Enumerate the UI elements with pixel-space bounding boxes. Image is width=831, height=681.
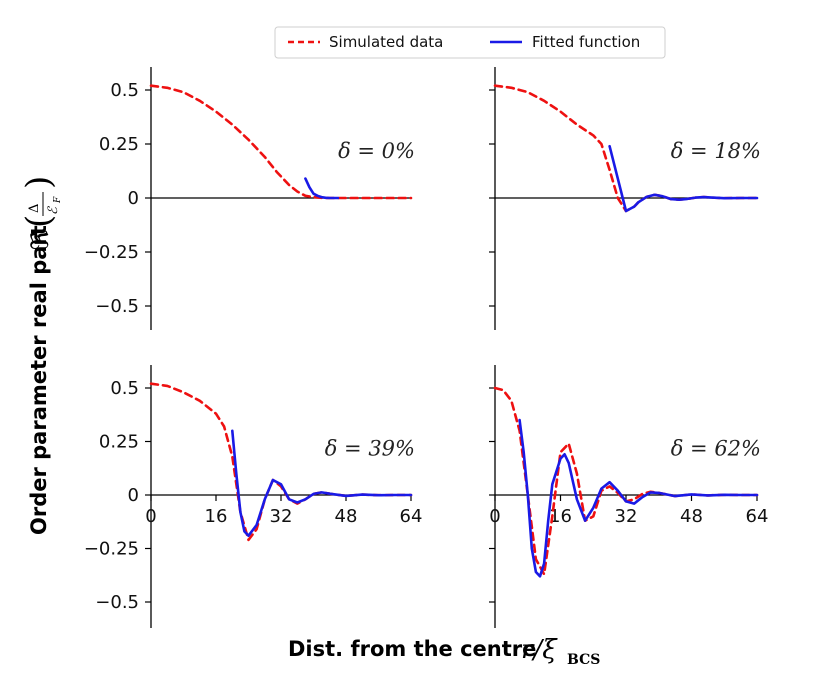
x-tick-label: 32 — [615, 506, 638, 527]
y-tick-label: −0.5 — [95, 592, 139, 613]
y-axis-frac-denominator: ℰ — [46, 206, 61, 215]
legend: Simulated data Fitted function — [274, 26, 666, 59]
y-axis-label: Order parameter real part ℜ ( Δ ℰ F ) — [19, 176, 63, 535]
y-axis-label-text: Order parameter real part — [27, 225, 51, 535]
fitted-function-line — [231, 429, 413, 537]
x-axis-label-subscript: BCS — [567, 652, 600, 668]
x-tick-label: 48 — [680, 506, 703, 527]
panels-group: 0.5 0.25 0 −0.25 −0.5 δ = 0% δ = 18% 0.5 0.25 0 −0… — [84, 67, 768, 628]
legend-box — [274, 26, 666, 59]
legend-fitted-label: Fitted function — [532, 33, 640, 51]
panel-2: δ = 18% — [489, 67, 761, 330]
panel-delta-label: δ = 62% — [671, 437, 761, 461]
x-axis-label-math: r/ξ — [521, 635, 558, 665]
x-tick-label: 0 — [145, 506, 156, 527]
fitted-function-line — [304, 177, 340, 200]
fitted-function-line — [518, 418, 759, 578]
y-tick-label: 0.25 — [99, 134, 139, 155]
panel-3: 0.5 0.25 0 −0.25 −0.5 0 16 32 48 64 δ = 39% — [84, 365, 423, 628]
y-axis-frac-numerator: Δ — [27, 204, 42, 213]
y-tick-label: 0 — [128, 188, 139, 209]
x-tick-label: 64 — [400, 506, 423, 527]
x-tick-label: 16 — [205, 506, 228, 527]
fitted-function-line — [608, 144, 759, 213]
y-tick-label: −0.25 — [84, 539, 139, 560]
legend-simulated-label: Simulated data — [329, 33, 443, 51]
panel-delta-label: δ = 18% — [671, 139, 761, 163]
y-tick-label: 0 — [128, 485, 139, 506]
x-tick-label: 48 — [335, 506, 358, 527]
y-tick-label: −0.5 — [95, 296, 139, 317]
simulated-data-line — [493, 386, 759, 576]
y-tick-label: 0.25 — [99, 432, 139, 453]
panel-delta-label: δ = 39% — [325, 437, 415, 461]
y-tick-label: −0.25 — [84, 242, 139, 263]
y-tick-label: 0.5 — [110, 378, 139, 399]
y-axis-right-paren: ) — [19, 176, 59, 189]
y-tick-label: 0.5 — [110, 80, 139, 101]
y-axis-real-symbol: ℜ — [26, 230, 54, 250]
x-tick-label: 16 — [549, 506, 572, 527]
panel-delta-label: δ = 0% — [338, 139, 415, 163]
x-tick-label: 0 — [489, 506, 500, 527]
x-tick-label: 32 — [270, 506, 293, 527]
panel-4: 0 16 32 48 64 δ = 62% — [489, 365, 768, 628]
x-axis-label-text: Dist. from the centre — [288, 637, 536, 661]
x-axis-label: Dist. from the centre r/ξ BCS — [288, 635, 600, 668]
panel-1: 0.5 0.25 0 −0.25 −0.5 δ = 0% — [84, 67, 415, 330]
y-axis-frac-subscript: F — [53, 196, 63, 204]
y-axis-left-paren: ( — [19, 215, 59, 228]
x-tick-label: 64 — [746, 506, 769, 527]
